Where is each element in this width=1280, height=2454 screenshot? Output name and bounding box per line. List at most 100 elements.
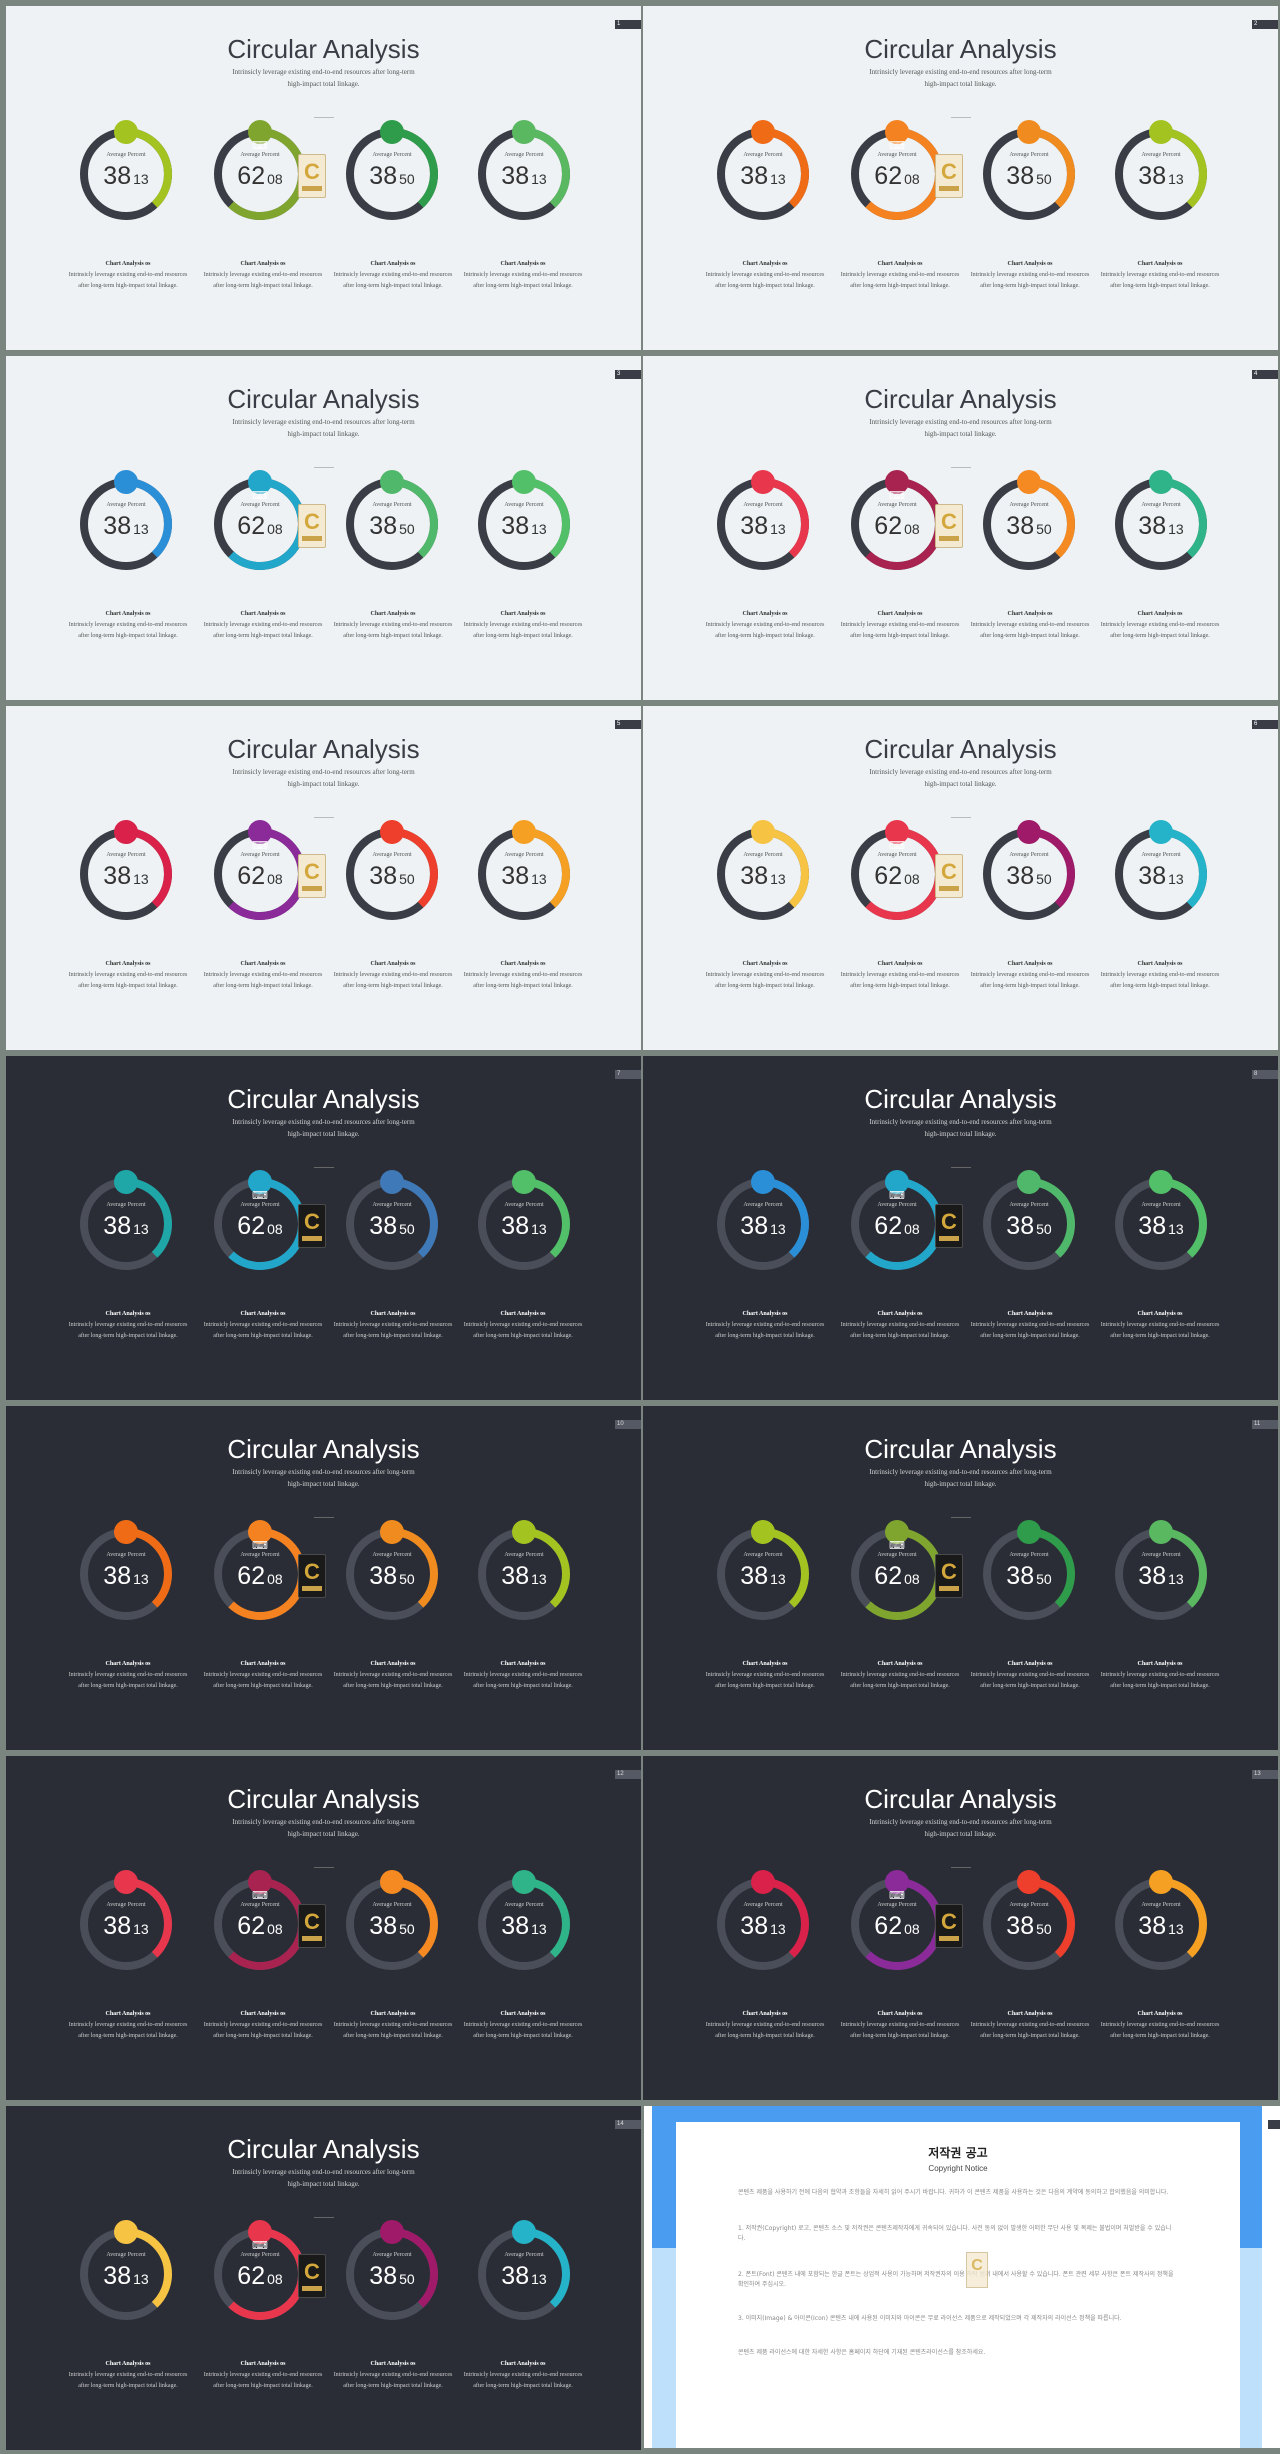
donut-chart: Average Percent 38 13 <box>711 818 815 922</box>
subtitle-line: high-impact total linkage. <box>924 430 997 438</box>
donut-knob <box>380 1170 404 1194</box>
donut-knob <box>248 470 272 494</box>
chart-caption: Chart Analysis os Intrinsicly leverage ex… <box>965 1309 1095 1342</box>
donut-svg <box>983 1870 1075 1970</box>
donut-chart: Average Percent 38 50 <box>977 1168 1081 1272</box>
chart-label: Average Percent <box>1009 152 1049 158</box>
value-major: 38 <box>501 862 530 890</box>
caption-title: Chart Analysis os <box>370 2011 416 2017</box>
watermark-badge: C <box>298 504 326 548</box>
analysis-slide: Circular Analysis Intrinsicly leverage ex… <box>643 1056 1278 1400</box>
analysis-slide: Circular Analysis Intrinsicly leverage ex… <box>643 706 1278 1050</box>
donut-svg <box>478 1170 570 1270</box>
value-major: 62 <box>237 1562 266 1590</box>
chart-caption: Chart Analysis os Intrinsicly leverage ex… <box>63 259 193 292</box>
chart-label: Average Percent <box>372 1902 412 1908</box>
chart-label: Average Percent <box>106 1902 146 1908</box>
caption-title: Chart Analysis os <box>1007 1311 1053 1317</box>
value-major: 38 <box>103 2262 132 2290</box>
value-major: 38 <box>501 2262 530 2290</box>
value-minor: 13 <box>1168 521 1184 537</box>
caption-line: Intrinsicly leverage existing end-to-end… <box>840 1322 960 1328</box>
caption-line: after long-term high-impact total linkag… <box>473 633 573 639</box>
donut-chart: Average Percent 38 13 <box>472 1868 576 1972</box>
donut-chart: Average Percent 38 13 <box>472 818 576 922</box>
value-minor: 13 <box>1168 1571 1184 1587</box>
caption-title: Chart Analysis os <box>240 1311 286 1317</box>
keyboard-icon: ⌨ <box>252 839 268 852</box>
caption-title: Chart Analysis os <box>105 1311 151 1317</box>
divider <box>314 817 334 818</box>
caption-line: after long-term high-impact total linkag… <box>78 283 178 289</box>
caption-line: after long-term high-impact total linkag… <box>980 983 1080 989</box>
donut-knob <box>380 1520 404 1544</box>
caption-title: Chart Analysis os <box>500 961 546 967</box>
donut-svg <box>346 1520 438 1620</box>
watermark-badge: C <box>298 1204 326 1248</box>
badge-stripe <box>939 1236 959 1241</box>
value-minor: 08 <box>267 521 283 537</box>
chart-label: Average Percent <box>1009 1552 1049 1558</box>
value-major: 38 <box>369 512 398 540</box>
value-major: 38 <box>740 1212 769 1240</box>
chart-label: Average Percent <box>504 1202 544 1208</box>
donut-knob <box>1017 470 1041 494</box>
value-major: 38 <box>1006 1912 1035 1940</box>
value-minor: 50 <box>399 871 415 887</box>
caption-line: Intrinsicly leverage existing end-to-end… <box>68 1322 188 1328</box>
caption-line: after long-term high-impact total linkag… <box>850 1683 950 1689</box>
value-major: 38 <box>369 162 398 190</box>
chart-caption: Chart Analysis os Intrinsicly leverage ex… <box>328 2009 458 2042</box>
donut-chart: ⌨ Average Percent 62 08 <box>208 118 312 222</box>
chart-value: 38 50 <box>977 1212 1081 1241</box>
analysis-slide: Circular Analysis Intrinsicly leverage ex… <box>6 356 641 700</box>
donut-chart: Average Percent 38 13 <box>74 1518 178 1622</box>
chart-value: 38 13 <box>74 2262 178 2291</box>
donut-chart: ⌨ Average Percent 62 08 <box>845 818 949 922</box>
donut-knob <box>751 120 775 144</box>
chart-caption: Chart Analysis os Intrinsicly leverage ex… <box>965 1659 1095 1692</box>
divider <box>314 1867 334 1868</box>
chart-label: Average Percent <box>1141 852 1181 858</box>
subtitle-line: high-impact total linkage. <box>287 1130 360 1138</box>
chart-caption: Chart Analysis os Intrinsicly leverage ex… <box>700 609 830 642</box>
value-major: 62 <box>237 1912 266 1940</box>
caption-title: Chart Analysis os <box>370 261 416 267</box>
chart-caption: Chart Analysis os Intrinsicly leverage ex… <box>198 609 328 642</box>
value-minor: 13 <box>531 1921 547 1937</box>
donut-chart: Average Percent 38 50 <box>340 818 444 922</box>
donut-knob <box>380 820 404 844</box>
value-major: 38 <box>1006 862 1035 890</box>
badge-stripe <box>939 886 959 891</box>
caption-title: Chart Analysis os <box>240 2361 286 2367</box>
caption-line: Intrinsicly leverage existing end-to-end… <box>463 972 583 978</box>
chart-label: Average Percent <box>372 2252 412 2258</box>
chart-value: 62 08 <box>208 2262 312 2291</box>
caption-title: Chart Analysis os <box>500 1661 546 1667</box>
caption-line: Intrinsicly leverage existing end-to-end… <box>68 2372 188 2378</box>
badge-stripe <box>302 536 322 541</box>
slide-subtitle: Intrinsicly leverage existing end-to-end… <box>176 766 471 790</box>
chart-value: 38 13 <box>472 1212 576 1241</box>
chart-caption: Chart Analysis os Intrinsicly leverage ex… <box>1095 1309 1225 1342</box>
watermark-badge: C <box>935 1904 963 1948</box>
chart-value: 38 50 <box>340 2262 444 2291</box>
chart-value: 38 13 <box>711 1562 815 1591</box>
donut-svg <box>717 470 809 570</box>
value-major: 38 <box>501 1212 530 1240</box>
caption-line: Intrinsicly leverage existing end-to-end… <box>840 622 960 628</box>
donut-knob <box>114 1170 138 1194</box>
caption-line: Intrinsicly leverage existing end-to-end… <box>68 1672 188 1678</box>
chart-value: 62 08 <box>208 1212 312 1241</box>
donut-chart: ⌨ Average Percent 62 08 <box>845 118 949 222</box>
caption-line: after long-term high-impact total linkag… <box>715 1333 815 1339</box>
chart-caption: Chart Analysis os Intrinsicly leverage ex… <box>965 2009 1095 2042</box>
value-major: 38 <box>1138 862 1167 890</box>
chart-value: 38 13 <box>74 512 178 541</box>
chart-label: Average Percent <box>106 502 146 508</box>
slide-subtitle: Intrinsicly leverage existing end-to-end… <box>176 1116 471 1140</box>
donut-svg <box>717 1520 809 1620</box>
caption-title: Chart Analysis os <box>240 2011 286 2017</box>
value-major: 38 <box>369 1912 398 1940</box>
caption-line: after long-term high-impact total linkag… <box>473 2383 573 2389</box>
